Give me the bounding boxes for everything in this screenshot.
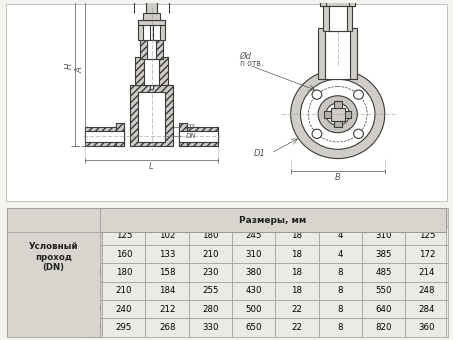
Text: Условный
проход
(DN): Условный проход (DN) bbox=[29, 242, 78, 272]
Circle shape bbox=[326, 103, 350, 125]
Bar bbox=[147, 40, 156, 59]
Bar bbox=[85, 131, 124, 142]
Bar bbox=[138, 20, 165, 24]
Bar bbox=[329, 5, 347, 31]
Text: B: B bbox=[335, 173, 341, 183]
Bar bbox=[179, 127, 218, 146]
Bar bbox=[179, 131, 218, 142]
Bar bbox=[146, 0, 157, 13]
Text: n отв.: n отв. bbox=[240, 59, 263, 68]
Text: Размеры, мм: Размеры, мм bbox=[240, 216, 307, 225]
Bar bbox=[144, 57, 159, 85]
Text: A: A bbox=[76, 67, 85, 73]
Bar bbox=[130, 85, 173, 146]
Bar bbox=[140, 40, 163, 59]
Text: D2: D2 bbox=[186, 124, 196, 130]
Circle shape bbox=[318, 96, 357, 133]
Bar bbox=[140, 131, 163, 142]
Bar bbox=[116, 123, 124, 146]
Circle shape bbox=[354, 129, 363, 138]
Bar bbox=[350, 0, 355, 6]
FancyBboxPatch shape bbox=[7, 208, 100, 337]
Circle shape bbox=[300, 79, 375, 149]
FancyBboxPatch shape bbox=[100, 208, 446, 232]
Text: L: L bbox=[149, 163, 154, 171]
Circle shape bbox=[312, 129, 322, 138]
Text: Ød: Ød bbox=[240, 52, 252, 61]
Bar bbox=[179, 123, 187, 146]
Bar bbox=[323, 5, 352, 31]
Bar bbox=[318, 28, 357, 79]
Circle shape bbox=[354, 90, 363, 99]
Bar bbox=[320, 0, 355, 6]
Bar bbox=[320, 0, 326, 6]
Bar bbox=[324, 110, 352, 118]
Circle shape bbox=[312, 90, 322, 99]
Bar bbox=[143, 13, 160, 20]
Text: DN: DN bbox=[186, 133, 197, 139]
Bar bbox=[334, 101, 342, 127]
Polygon shape bbox=[144, 131, 159, 140]
Bar bbox=[138, 92, 165, 142]
Circle shape bbox=[291, 70, 385, 158]
Bar bbox=[149, 13, 154, 89]
Text: D1: D1 bbox=[253, 149, 265, 157]
Bar bbox=[85, 127, 124, 146]
Bar bbox=[325, 28, 351, 79]
Bar bbox=[331, 108, 345, 121]
Bar bbox=[135, 57, 168, 85]
Text: H: H bbox=[65, 63, 74, 69]
Bar bbox=[160, 20, 165, 40]
Bar bbox=[138, 20, 143, 40]
